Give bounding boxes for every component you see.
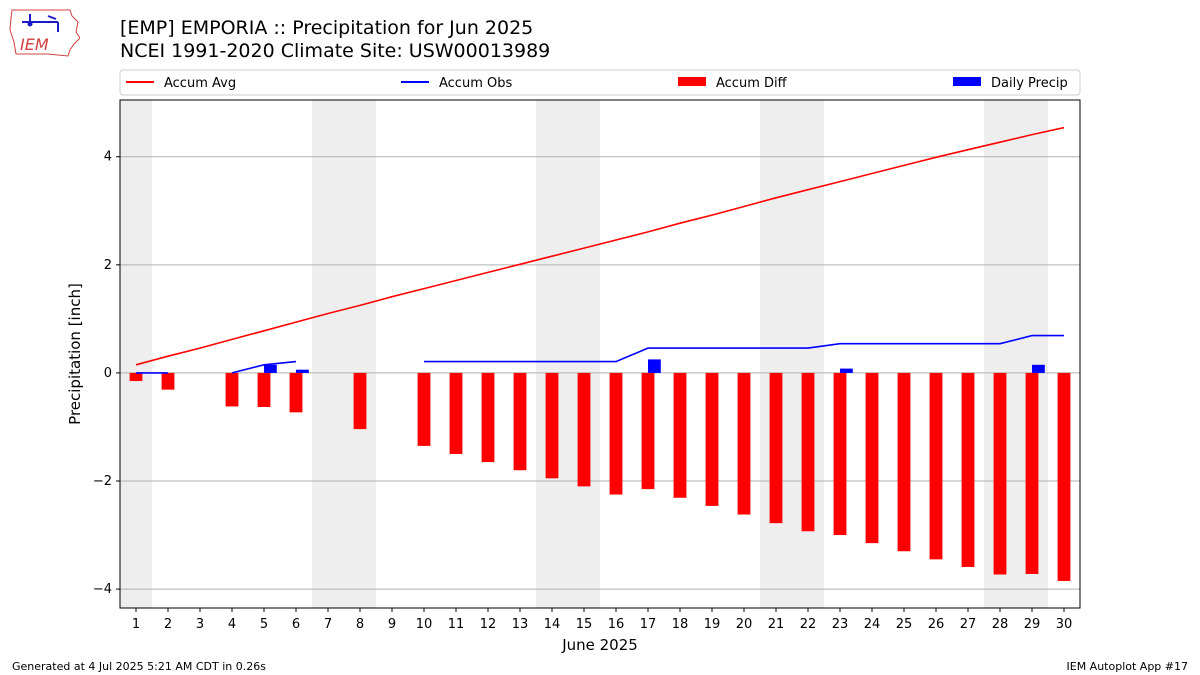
weather-station-icon [22, 14, 59, 32]
x-tick-label: 14 [544, 617, 561, 632]
accum-diff-bar [705, 372, 719, 506]
weekend-band [568, 100, 600, 608]
accum-diff-bar [129, 372, 143, 382]
accum-diff-bar [353, 372, 367, 430]
weekend-band [344, 100, 376, 608]
logo-text: IEM [20, 35, 49, 54]
accum-diff-bar [897, 372, 911, 552]
accum-diff-bar [417, 372, 431, 446]
accum-diff-bar [865, 372, 879, 544]
chart-subtitle: NCEI 1991-2020 Climate Site: USW00013989 [120, 40, 551, 62]
legend-label: Accum Diff [716, 76, 788, 91]
y-tick-label: −2 [93, 474, 112, 489]
x-tick-label: 3 [196, 617, 204, 632]
station-dot-icon [27, 21, 33, 27]
x-tick-label: 17 [640, 617, 657, 632]
weekend-band [120, 100, 152, 608]
x-axis-label: June 2025 [561, 636, 638, 654]
accum-diff-bar [641, 372, 655, 490]
x-tick-label: 18 [672, 617, 689, 632]
accum-diff-bar [769, 372, 783, 524]
accum-diff-bar [513, 372, 527, 471]
plot-frame [119, 99, 1081, 609]
daily-precip-bar [296, 369, 309, 373]
accum-diff-bar [161, 372, 175, 390]
x-tick-label: 23 [832, 617, 849, 632]
accum-diff-bar [257, 372, 271, 407]
accum-diff-bar [1057, 372, 1071, 581]
weekend-band [312, 100, 344, 608]
x-tick-label: 2 [164, 617, 172, 632]
y-tick-label: 0 [104, 366, 112, 381]
legend-label: Accum Avg [164, 76, 236, 91]
accum-diff-bar [993, 372, 1007, 575]
accum-diff-bar [961, 372, 975, 567]
y-tick-label: −4 [93, 582, 112, 597]
x-tick-label: 19 [704, 617, 721, 632]
weekend-band [760, 100, 792, 608]
generated-footer: Generated at 4 Jul 2025 5:21 AM CDT in 0… [12, 660, 266, 673]
x-tick-label: 21 [768, 617, 785, 632]
x-tick-label: 24 [864, 617, 881, 632]
x-tick-label: 5 [260, 617, 268, 632]
chart-title: [EMP] EMPORIA :: Precipitation for Jun 2… [120, 17, 534, 39]
accum-diff-bar [225, 372, 239, 407]
x-tick-label: 20 [736, 617, 753, 632]
x-tick-label: 7 [324, 617, 332, 632]
accum-diff-bar [481, 372, 495, 463]
x-tick-label: 6 [292, 617, 300, 632]
x-tick-label: 26 [928, 617, 945, 632]
accum-diff-bar [1025, 372, 1039, 574]
accum-obs-line [424, 334, 1064, 363]
accum-obs-line [231, 360, 297, 374]
app-footer: IEM Autoplot App #17 [1066, 660, 1189, 673]
x-tick-label: 11 [448, 617, 465, 632]
x-tick-label: 28 [992, 617, 1009, 632]
x-tick-label: 10 [416, 617, 433, 632]
weekend-band [536, 100, 568, 608]
accum-diff-bar [289, 372, 303, 413]
x-tick-label: 13 [512, 617, 529, 632]
x-tick-label: 9 [388, 617, 396, 632]
y-axis-label: Precipitation [inch] [66, 283, 84, 425]
accum-diff-bar [577, 372, 591, 487]
x-tick-label: 8 [356, 617, 364, 632]
accum-diff-bar [929, 372, 943, 560]
x-tick-label: 22 [800, 617, 817, 632]
accum-diff-bar [833, 372, 847, 536]
legend-label: Accum Obs [439, 76, 512, 91]
x-tick-label: 12 [480, 617, 497, 632]
y-tick-label: 4 [104, 150, 112, 165]
accum-diff-bar [801, 372, 815, 532]
accum-diff-bar [609, 372, 623, 495]
iem-logo: IEM [9, 9, 80, 57]
accum-diff-bar [673, 372, 687, 498]
x-tick-label: 15 [576, 617, 593, 632]
legend-swatch [953, 77, 981, 86]
daily-precip-bar [648, 359, 661, 373]
accum-diff-bar [449, 372, 463, 454]
x-tick-label: 16 [608, 617, 625, 632]
legend-label: Daily Precip [991, 76, 1068, 91]
legend-swatch [678, 77, 706, 86]
y-tick-label: 2 [104, 258, 112, 273]
accum-avg-line [135, 126, 1065, 366]
x-tick-label: 4 [228, 617, 236, 632]
legend-box [119, 69, 1081, 96]
x-tick-label: 1 [132, 617, 140, 632]
accum-diff-bar [737, 372, 751, 515]
iowa-state-outline [9, 9, 80, 57]
x-tick-label: 30 [1056, 617, 1073, 632]
x-tick-label: 27 [960, 617, 977, 632]
weekend-band [792, 100, 824, 608]
accum-diff-bar [545, 372, 559, 479]
x-tick-label: 25 [896, 617, 913, 632]
daily-precip-bar [264, 364, 277, 373]
daily-precip-bar [840, 368, 853, 373]
x-tick-label: 29 [1024, 617, 1041, 632]
daily-precip-bar [1032, 364, 1045, 373]
